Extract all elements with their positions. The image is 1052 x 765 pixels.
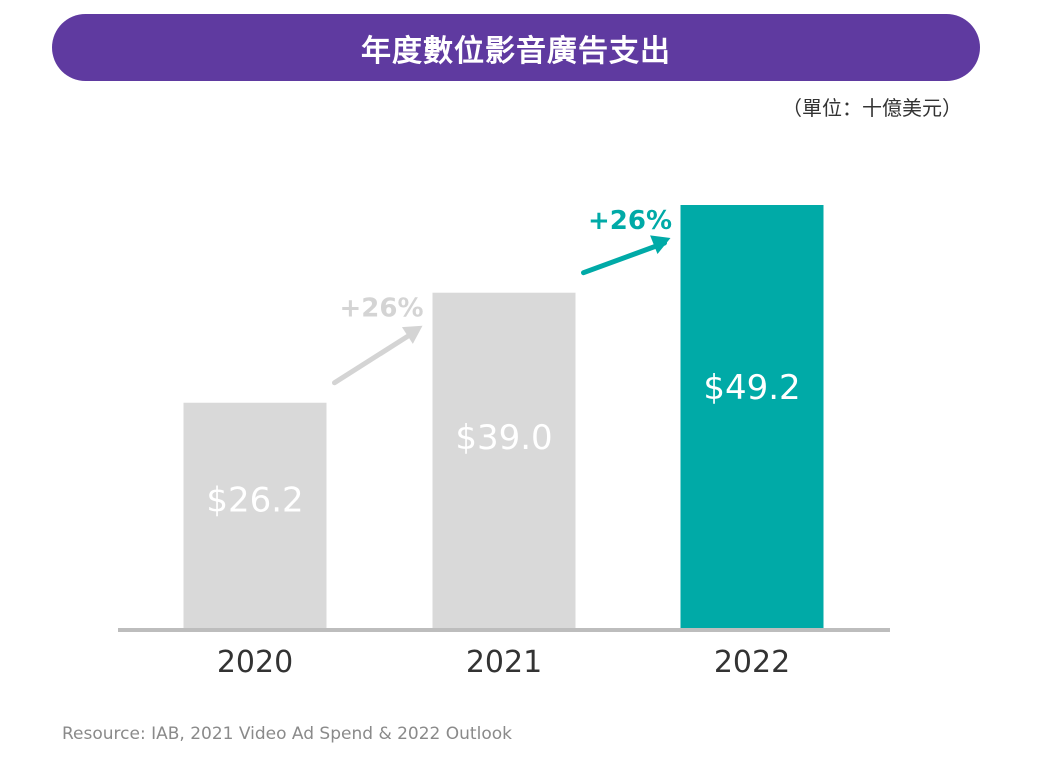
x-tick-label: 2021: [466, 645, 542, 680]
growth-arrow-head-icon: [401, 325, 423, 344]
bar-value-label: $39.0: [455, 418, 552, 458]
growth-label: +26%: [588, 206, 672, 236]
chart-title: 年度數位影音廣告支出: [361, 33, 671, 69]
bar-value-label: $26.2: [206, 481, 303, 521]
bar-2020: [183, 402, 327, 628]
bar-2021: [432, 292, 576, 628]
chart-title-banner: 年度數位影音廣告支出: [52, 14, 980, 81]
x-tick-label: 2022: [714, 645, 790, 680]
growth-arrow-head-icon: [650, 235, 671, 254]
source-note: Resource: IAB, 2021 Video Ad Spend & 202…: [62, 724, 512, 744]
growth-arrow-line: [332, 328, 419, 386]
growth-arrow-line: [581, 240, 667, 276]
unit-note: （單位：十億美元）: [782, 96, 962, 120]
growth-label: +26%: [339, 294, 423, 324]
x-axis-line: [118, 628, 890, 632]
bar-value-label: $49.2: [703, 368, 800, 408]
bar-2022: [680, 205, 824, 628]
x-tick-label: 2020: [217, 645, 293, 680]
